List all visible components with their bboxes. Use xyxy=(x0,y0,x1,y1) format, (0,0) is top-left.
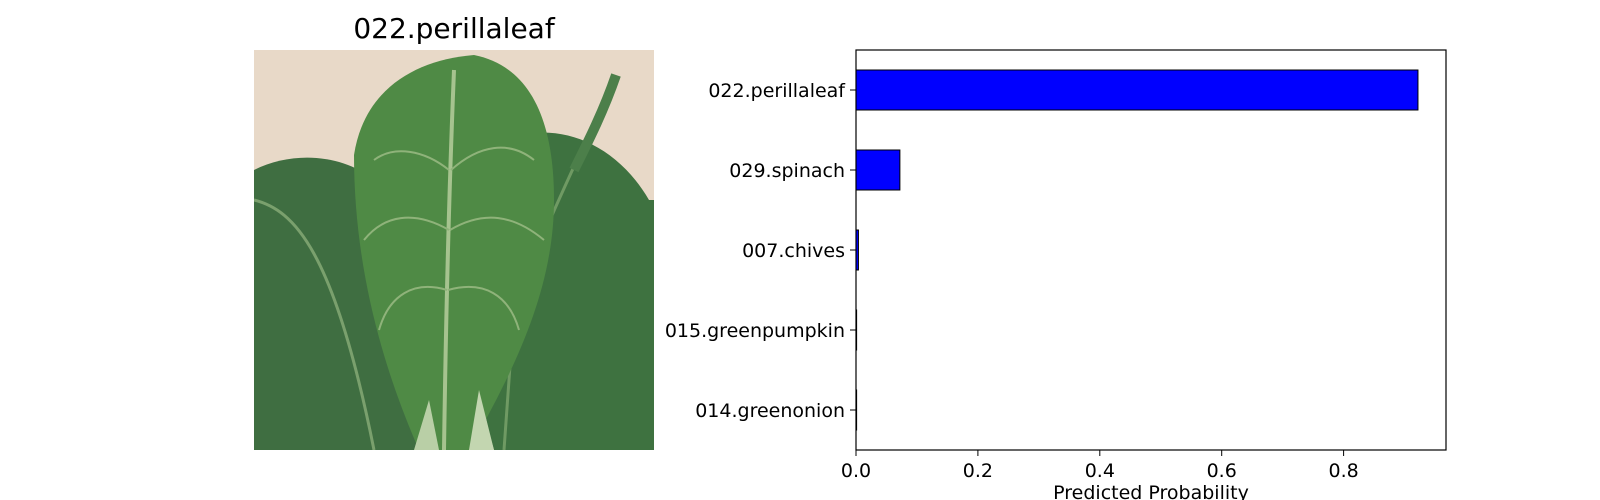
y-axis: 022.perillaleaf 029.spinach 007.chives 015.… xyxy=(665,80,856,422)
bar-022.perillaleaf xyxy=(855,69,1419,111)
x-tick-label: 0.4 xyxy=(1085,460,1115,482)
x-tick-label: 0.0 xyxy=(841,460,871,482)
x-axis-label: Predicted Probability xyxy=(1053,482,1249,500)
y-tick-label: 022.perillaleaf xyxy=(708,80,846,102)
image-title: 022.perillaleaf xyxy=(353,12,555,45)
y-tick-label: 014.greenonion xyxy=(695,400,845,422)
perilla-leaf-photo xyxy=(254,50,654,450)
x-tick-label: 0.8 xyxy=(1328,460,1358,482)
x-tick-label: 0.6 xyxy=(1207,460,1237,482)
y-tick-label: 015.greenpumpkin xyxy=(665,320,845,342)
x-tick-label: 0.2 xyxy=(963,460,993,482)
x-axis: 0.0 0.2 0.4 0.6 0.8 xyxy=(841,450,1359,482)
bars-layer xyxy=(855,69,1419,431)
y-tick-label: 029.spinach xyxy=(729,160,845,182)
y-tick-label: 007.chives xyxy=(742,240,845,262)
bar-029.spinach xyxy=(855,149,901,191)
